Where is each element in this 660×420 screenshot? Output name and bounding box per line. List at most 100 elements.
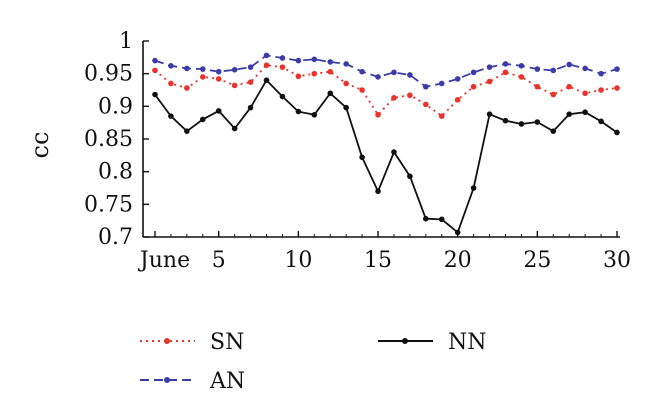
data-point (311, 112, 318, 118)
data-point (168, 63, 174, 69)
y-tick-label: 0.95 (84, 62, 133, 87)
data-point (614, 85, 620, 91)
y-axis-title: cc (26, 132, 54, 159)
data-point (359, 87, 365, 93)
data-point (438, 80, 445, 87)
data-point (295, 57, 302, 64)
data-point (550, 128, 557, 134)
data-point (375, 112, 381, 118)
data-point (327, 90, 334, 97)
data-point (423, 215, 429, 222)
legend-item-nn: NN (378, 330, 487, 355)
y-tick-label: 0.8 (98, 160, 133, 185)
series-line (154, 78, 618, 234)
data-point (598, 87, 604, 93)
data-point (614, 129, 620, 136)
data-point (391, 95, 397, 101)
data-point (263, 62, 270, 68)
data-point (215, 76, 222, 82)
data-point (454, 76, 461, 82)
y-tick-label: 1 (119, 29, 133, 54)
data-point (231, 125, 238, 132)
data-point (311, 56, 318, 63)
data-point (486, 78, 493, 85)
data-point (152, 57, 158, 64)
x-tick-label: June (138, 248, 190, 273)
data-point (470, 185, 477, 191)
data-point (454, 97, 461, 103)
legend: SN AN NN (140, 330, 487, 394)
legend-label: SN (210, 330, 244, 355)
legend-item-an: AN (140, 369, 245, 394)
series-sn (152, 62, 620, 119)
data-point (566, 61, 573, 68)
data-point (391, 149, 397, 155)
data-point (215, 108, 222, 114)
x-tick-label: 5 (212, 248, 226, 273)
data-point (582, 65, 588, 72)
data-point (311, 70, 318, 77)
data-point (534, 66, 541, 72)
data-point (152, 91, 158, 98)
data-point (184, 128, 190, 134)
data-point (184, 85, 190, 91)
legend-marker (164, 338, 170, 344)
y-tick-label: 0.9 (98, 94, 133, 119)
data-point (295, 73, 302, 80)
data-point (168, 113, 174, 119)
x-tick-label: 25 (523, 248, 551, 273)
x-tick-label: 10 (284, 248, 312, 273)
data-point (566, 111, 573, 117)
data-point (375, 188, 381, 195)
data-point (199, 66, 206, 72)
data-point (375, 74, 381, 80)
data-point (327, 68, 334, 75)
series-nn (152, 77, 620, 236)
data-point (407, 92, 413, 99)
data-point (279, 93, 286, 100)
data-point (582, 109, 588, 116)
legend-label: AN (209, 369, 245, 394)
data-point (215, 68, 222, 75)
data-point (343, 80, 349, 87)
data-point (247, 104, 254, 111)
data-point (550, 67, 557, 74)
data-point (598, 70, 604, 77)
data-point (598, 118, 604, 125)
data-point (502, 69, 509, 76)
series-line (154, 64, 618, 118)
data-point (199, 116, 206, 123)
data-point (502, 61, 509, 67)
y-tick-label: 0.85 (84, 127, 133, 152)
data-point (343, 104, 349, 111)
data-point (438, 216, 445, 223)
x-tick-label: 20 (444, 248, 472, 273)
data-point (263, 77, 270, 83)
data-point (279, 55, 286, 61)
data-point (168, 80, 174, 87)
data-point (470, 83, 477, 90)
data-point (327, 59, 334, 65)
data-point (486, 64, 493, 70)
data-point (486, 111, 493, 117)
data-point (582, 90, 588, 97)
data-point (359, 154, 365, 161)
series-layer (152, 52, 620, 236)
data-point (247, 64, 254, 70)
data-point (391, 69, 397, 76)
data-point (518, 121, 525, 127)
data-point (152, 67, 158, 74)
data-point (614, 66, 620, 72)
x-tick-label: 30 (603, 248, 631, 273)
y-tick-label: 0.75 (84, 192, 133, 217)
data-point (534, 83, 541, 90)
legend-marker (164, 377, 170, 383)
data-point (518, 63, 525, 69)
data-point (343, 61, 349, 67)
data-point (566, 83, 573, 90)
data-point (550, 91, 557, 98)
data-point (438, 113, 445, 119)
data-point (263, 52, 270, 59)
data-point (470, 69, 477, 76)
